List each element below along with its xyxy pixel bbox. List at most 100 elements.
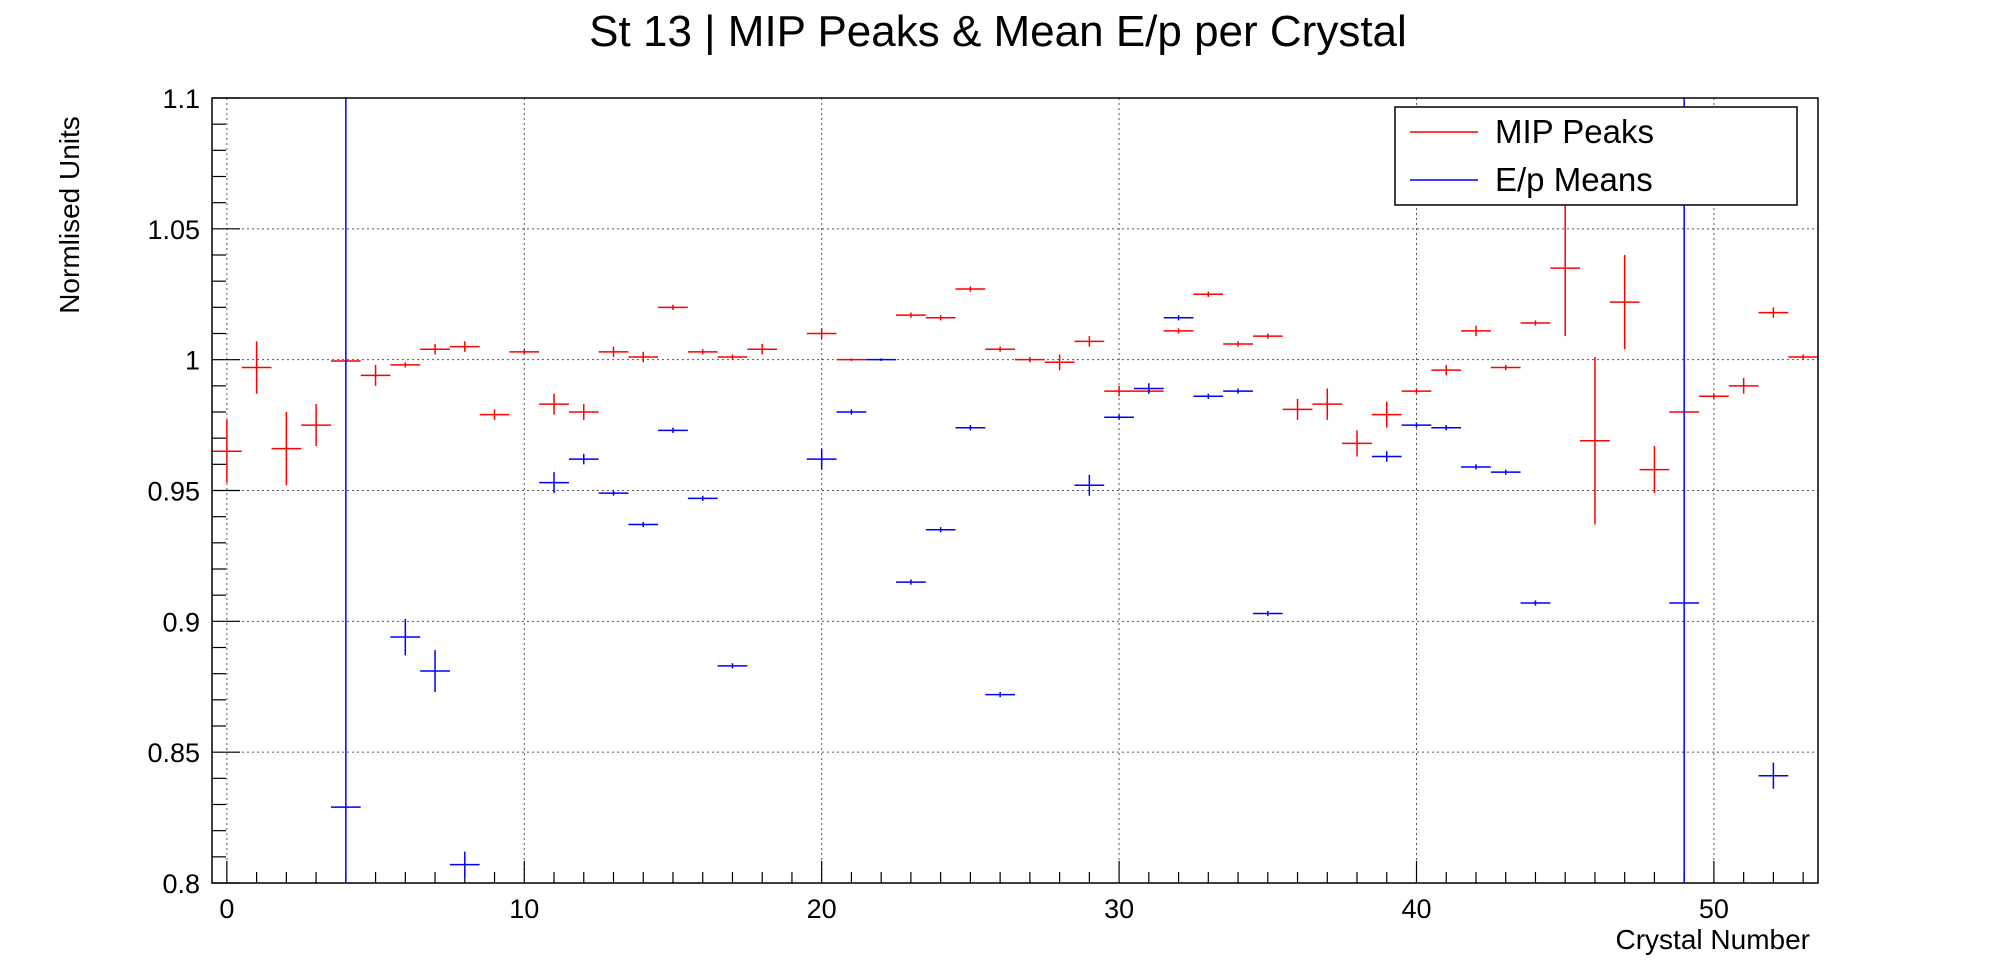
data-point: [1015, 357, 1045, 363]
data-point: [539, 393, 569, 415]
data-point: [1371, 401, 1402, 428]
data-point: [925, 527, 956, 533]
y-axis-label: Normlised Units: [54, 116, 85, 314]
data-point: [1699, 393, 1729, 399]
data-point: [1342, 430, 1372, 457]
data-point: [1490, 364, 1521, 371]
data-point: [1104, 385, 1134, 397]
y-tick-label: 0.9: [162, 607, 200, 637]
data-point: [1223, 341, 1253, 347]
data-point: [896, 312, 926, 318]
data-point: [955, 425, 986, 431]
x-tick-label: 0: [219, 894, 234, 924]
x-tick-label: 30: [1104, 894, 1134, 924]
data-point: [1758, 762, 1789, 789]
data-point: [598, 346, 629, 358]
data-point: [241, 341, 272, 394]
data-point: [1669, 98, 1700, 883]
data-point: [1431, 364, 1462, 376]
data-point: [1044, 354, 1075, 371]
chart-title: St 13 | MIP Peaks & Mean E/p per Crystal: [589, 7, 1407, 56]
data-point: [985, 346, 1015, 352]
data-point: [1312, 388, 1343, 420]
data-point: [687, 495, 718, 501]
data-point: [806, 448, 837, 470]
data-point: [955, 286, 986, 292]
data-point: [806, 328, 837, 339]
data-point: [1609, 255, 1640, 350]
data-point: [420, 343, 450, 355]
x-tick-label: 10: [509, 894, 539, 924]
data-point: [1461, 325, 1491, 337]
data-point: [1401, 388, 1432, 394]
data-point: [390, 362, 421, 368]
data-point: [1520, 600, 1551, 606]
data-point: [271, 412, 302, 486]
data-point: [568, 453, 599, 465]
data-point: [360, 364, 391, 386]
data-point: [1252, 610, 1283, 617]
data-point: [1580, 357, 1610, 525]
data-point: [1520, 320, 1551, 326]
data-point: [301, 404, 331, 447]
data-point: [1163, 328, 1194, 334]
data-points: [212, 98, 1818, 883]
data-point: [717, 663, 748, 669]
data-point: [896, 579, 926, 585]
y-tick-label: 0.85: [147, 738, 200, 768]
data-point: [1788, 354, 1818, 360]
y-tick-label: 1.05: [147, 215, 200, 245]
data-point: [1223, 388, 1253, 394]
data-point: [509, 349, 540, 355]
x-tick-label: 20: [807, 894, 837, 924]
series-mip-peaks: [212, 200, 1818, 525]
data-point: [1193, 291, 1224, 297]
data-point: [687, 349, 718, 355]
x-tick-label: 40: [1401, 894, 1431, 924]
x-tick-label: 50: [1699, 894, 1729, 924]
data-point: [1431, 425, 1462, 431]
legend-label-ep-means: E/p Means: [1495, 161, 1653, 198]
data-point: [1104, 414, 1134, 420]
data-point: [658, 427, 688, 433]
y-tick-label: 0.95: [147, 477, 200, 507]
data-point: [1252, 333, 1283, 339]
legend: MIP Peaks E/p Means: [1394, 106, 1798, 206]
data-point: [1639, 446, 1670, 494]
data-point: [658, 304, 688, 310]
data-point: [1461, 464, 1491, 470]
data-point: [866, 358, 897, 361]
data-point: [985, 691, 1015, 698]
data-point: [628, 351, 659, 363]
data-point: [717, 354, 748, 360]
data-point: [1133, 383, 1164, 394]
data-point: [836, 409, 867, 415]
data-point: [1074, 474, 1105, 496]
data-point: [1550, 200, 1581, 337]
legend-box: [1394, 106, 1798, 206]
data-point: [449, 341, 480, 352]
data-point: [420, 650, 450, 692]
tick-marks: [212, 97, 1804, 884]
tick-labels: 0 10 20 30 40 50 0.8 0.85 0.9 0.95 1 1.05 1.1: [147, 84, 1728, 924]
data-point: [1282, 398, 1313, 420]
data-point: [212, 419, 242, 483]
legend-label-mip-peaks: MIP Peaks: [1495, 113, 1654, 150]
data-point: [568, 404, 599, 420]
data-point: [836, 358, 867, 361]
data-point: [1163, 315, 1194, 321]
data-point: [1758, 307, 1789, 318]
y-tick-label: 1.1: [162, 84, 200, 114]
data-point: [1371, 451, 1402, 462]
series-e-p-means: [330, 98, 1789, 883]
data-point: [747, 343, 778, 355]
y-tick-label: 1: [185, 346, 200, 376]
data-point: [390, 618, 421, 656]
data-point: [1490, 469, 1521, 475]
data-point: [628, 521, 659, 528]
data-point: [330, 98, 361, 883]
data-point: [1193, 393, 1224, 399]
y-tick-label: 0.8: [162, 869, 200, 899]
data-point: [1401, 422, 1432, 428]
